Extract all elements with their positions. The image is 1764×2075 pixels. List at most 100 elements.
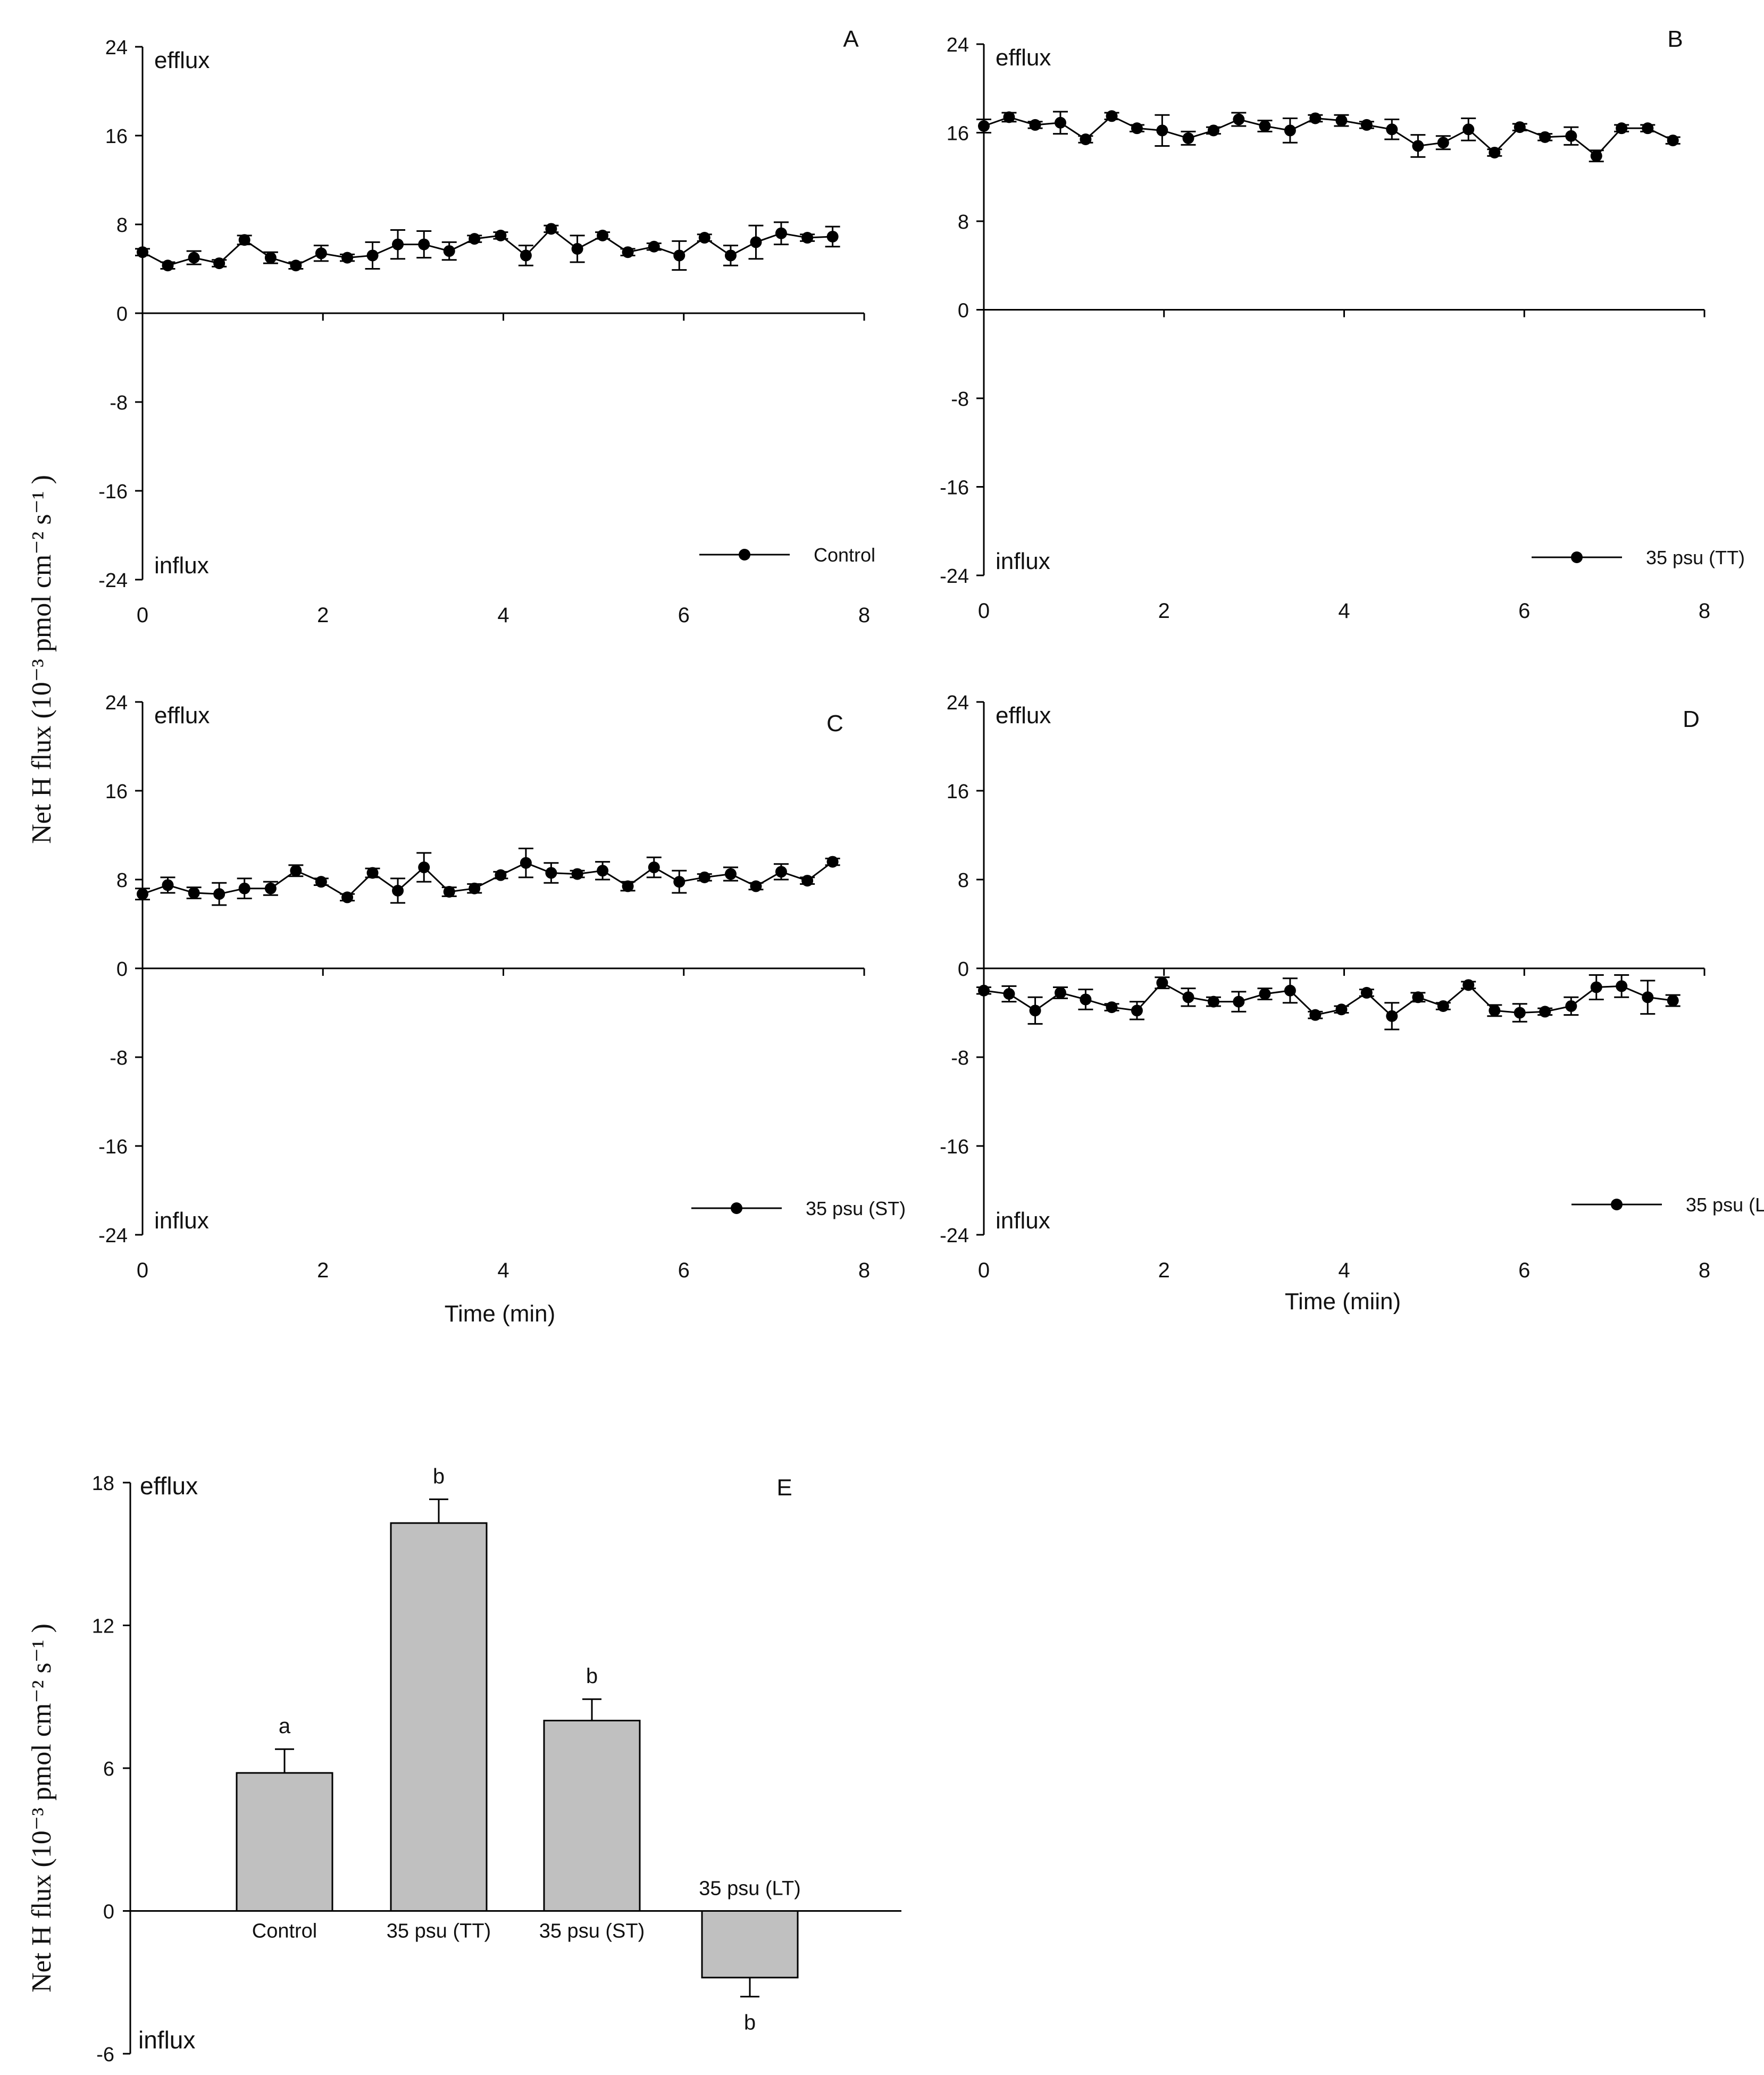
y-tick-label: 16 — [105, 781, 128, 803]
data-point — [750, 236, 762, 248]
data-point — [1080, 133, 1092, 145]
data-point — [1642, 122, 1654, 135]
data-point — [1437, 1000, 1449, 1012]
influx-label-c: influx — [154, 1208, 209, 1234]
data-point — [1360, 119, 1373, 131]
x-tick-label: 0 — [978, 1259, 990, 1282]
y-tick-label: 16 — [947, 123, 969, 145]
panel-letter-a: A — [843, 26, 859, 52]
data-point — [698, 871, 710, 883]
y-tick-label: -24 — [940, 565, 969, 588]
x-tick-label: 2 — [1158, 599, 1170, 623]
y-tick-label: 8 — [958, 869, 969, 892]
data-point — [1156, 124, 1168, 137]
data-point — [545, 867, 557, 879]
data-point — [1131, 122, 1143, 135]
category-label: 35 psu (TT) — [387, 1920, 491, 1943]
significance-label: b — [744, 2011, 756, 2035]
y-tick-label: 24 — [105, 37, 128, 59]
legend-label-a: Control — [814, 544, 875, 566]
data-point — [188, 252, 200, 264]
x-tick-label: 0 — [978, 599, 990, 623]
category-label: 35 psu (ST) — [539, 1920, 645, 1943]
legend-marker-b — [1571, 551, 1583, 563]
data-point — [392, 884, 404, 897]
data-point — [1029, 119, 1041, 131]
data-point — [1667, 135, 1679, 147]
y-tick-label: 6 — [103, 1758, 114, 1780]
y-tick-label: -24 — [940, 1225, 969, 1247]
legend-marker-c — [731, 1202, 742, 1214]
data-point — [162, 260, 174, 272]
y-tick-label: 0 — [958, 958, 969, 981]
data-point — [673, 249, 685, 262]
x-tick-label: 8 — [1699, 599, 1710, 623]
influx-label-a: influx — [154, 553, 209, 579]
data-point — [1233, 995, 1245, 1008]
data-point — [315, 876, 327, 888]
data-point — [1309, 112, 1322, 124]
y-tick-label: 16 — [105, 125, 128, 148]
x-tick-label: 2 — [317, 604, 329, 627]
y-tick-label: -16 — [98, 481, 128, 503]
y-tick-label: -8 — [110, 392, 128, 414]
data-point — [1565, 1000, 1577, 1012]
efflux-label-d: efflux — [996, 702, 1051, 729]
data-point — [1003, 988, 1015, 1000]
data-point — [673, 876, 685, 888]
y-tick-label: 0 — [116, 303, 128, 325]
x-tick-label: 4 — [497, 604, 509, 627]
data-point — [469, 882, 481, 894]
category-label: Control — [252, 1920, 317, 1943]
data-point — [1284, 124, 1296, 137]
legend-marker-a — [739, 549, 750, 560]
data-point — [443, 885, 455, 898]
data-point — [1284, 984, 1296, 997]
significance-label: a — [279, 1714, 291, 1738]
data-point — [775, 227, 787, 239]
data-point — [1514, 121, 1526, 133]
efflux-label-c: efflux — [154, 702, 210, 729]
data-point — [1054, 116, 1066, 129]
data-point — [495, 869, 507, 881]
data-point — [213, 888, 225, 900]
data-point — [1539, 1006, 1551, 1018]
y-tick-label: 0 — [103, 1901, 114, 1923]
data-point — [1489, 146, 1501, 158]
data-point — [315, 247, 327, 260]
bar — [236, 1772, 333, 1912]
influx-label-d: influx — [996, 1208, 1050, 1234]
data-point — [1131, 1005, 1143, 1017]
data-point — [1029, 1005, 1041, 1017]
data-point — [750, 880, 762, 892]
panel-e-bar-chart: 18 12 6 0 -6 efflux influx Ea Control b 35 psu (TT… — [92, 1465, 901, 2066]
x-tick-label: 4 — [1338, 599, 1350, 623]
panel-letter-c: C — [826, 710, 843, 737]
y-tick-label: -24 — [98, 1225, 128, 1247]
y-tick-label: 24 — [947, 692, 969, 714]
data-point — [443, 245, 455, 257]
data-point — [1182, 132, 1194, 144]
x-axis-title-d: Time (miin) — [1285, 1288, 1401, 1315]
data-point — [188, 887, 200, 899]
data-point — [264, 882, 277, 894]
data-point — [238, 234, 250, 246]
data-point — [162, 879, 174, 891]
x-tick-label: 8 — [858, 604, 870, 627]
y-axis-title-bottom: Net H flux (10⁻³ pmol cm⁻² s⁻¹ ) — [27, 1624, 57, 1993]
x-tick-label: 0 — [137, 604, 148, 627]
data-point — [1489, 1005, 1501, 1017]
y-tick-label: 18 — [92, 1472, 114, 1495]
data-point — [1335, 1003, 1348, 1016]
y-tick-label: 0 — [958, 300, 969, 322]
significance-label: b — [586, 1664, 598, 1688]
y-tick-label: 16 — [947, 781, 969, 803]
panel-letter-e: E — [776, 1475, 792, 1501]
data-point — [1259, 988, 1271, 1000]
data-point — [648, 861, 660, 874]
x-tick-label: 4 — [1338, 1259, 1350, 1282]
data-point — [724, 868, 737, 880]
x-tick-label: 2 — [317, 1259, 329, 1282]
